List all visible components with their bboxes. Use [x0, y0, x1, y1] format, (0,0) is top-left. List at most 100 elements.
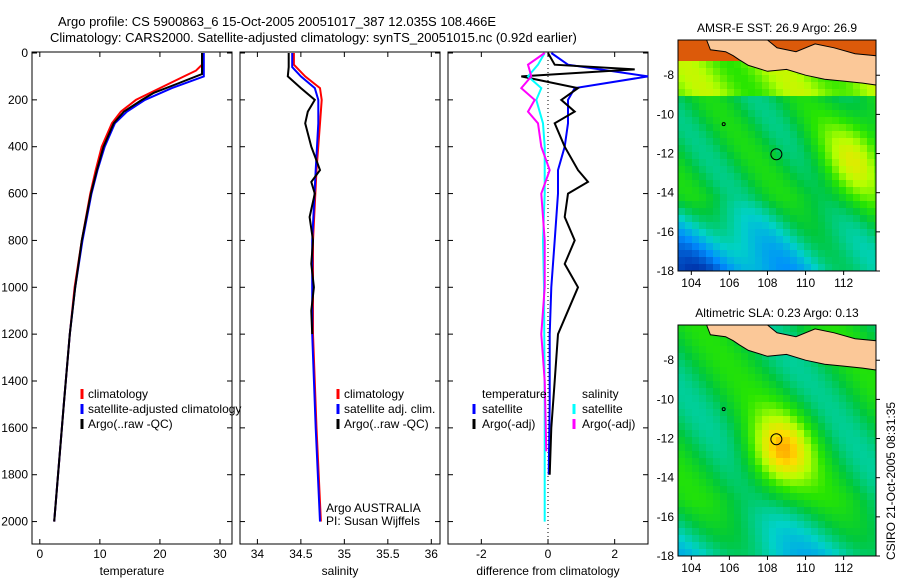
map-cell [678, 215, 685, 222]
map-cell [790, 110, 797, 117]
map-cell [804, 416, 811, 423]
map-cell [755, 381, 762, 388]
map-cell [832, 402, 839, 409]
map-cell [853, 423, 860, 430]
map-cell [832, 250, 839, 257]
map-cell [769, 208, 776, 215]
series-line-satellite-adjusted-climatology [53, 53, 205, 522]
map-cell [713, 187, 720, 194]
map-cell [783, 507, 790, 514]
map-cell [769, 360, 776, 367]
map-cell [860, 250, 867, 257]
map-cell [811, 486, 818, 493]
map-cell [811, 465, 818, 472]
map-cell [853, 507, 860, 514]
map-cell [748, 257, 755, 264]
map-cell [825, 535, 832, 542]
map-cell [846, 493, 853, 500]
map-cell [797, 40, 804, 47]
series-line-temperature-satellite [547, 52, 649, 475]
map-cell [769, 124, 776, 131]
map-cell [769, 514, 776, 521]
map-cell [713, 535, 720, 542]
map-cell [720, 465, 727, 472]
map-cell [874, 180, 876, 187]
map-cell [706, 479, 713, 486]
map-cell [748, 465, 755, 472]
map-cell [720, 166, 727, 173]
map-cell [755, 152, 762, 159]
map-cell [783, 465, 790, 472]
map-cell [741, 465, 748, 472]
map-cell [874, 402, 876, 409]
map-cell [762, 514, 769, 521]
map-cell [741, 117, 748, 124]
map-cell [783, 353, 790, 360]
map-cell [839, 325, 846, 332]
map-cell [874, 187, 876, 194]
map-cell [727, 117, 734, 124]
map-cell [783, 152, 790, 159]
map-cell [860, 166, 867, 173]
map-cell [685, 402, 692, 409]
map-cell [678, 388, 685, 395]
map-cell [713, 89, 720, 96]
x-tick-label: 104 [681, 276, 701, 290]
map-cell [699, 402, 706, 409]
map-cell [685, 507, 692, 514]
map-cell [720, 472, 727, 479]
island-marker [721, 122, 726, 127]
map-cell [783, 110, 790, 117]
map-cell [874, 236, 876, 243]
map-cell [860, 215, 867, 222]
map-cell [692, 395, 699, 402]
map-cell [762, 493, 769, 500]
map-cell [755, 166, 762, 173]
map-cell [783, 180, 790, 187]
map-cell [685, 96, 692, 103]
map-cell [818, 472, 825, 479]
map-cell [727, 507, 734, 514]
map-cell [776, 479, 783, 486]
map-cell [699, 180, 706, 187]
map-cell [762, 395, 769, 402]
map-cell [706, 458, 713, 465]
map-cell [713, 236, 720, 243]
map-cell [685, 138, 692, 145]
map-cell [860, 145, 867, 152]
map-cell [699, 264, 706, 271]
map-cell [839, 250, 846, 257]
map-cell [804, 222, 811, 229]
map-cell [825, 493, 832, 500]
map-cell [727, 479, 734, 486]
map-cell [797, 514, 804, 521]
map-cell [846, 416, 853, 423]
map-cell [713, 458, 720, 465]
map-cell [846, 131, 853, 138]
map-cell [846, 381, 853, 388]
map-cell [699, 374, 706, 381]
map-cell [741, 215, 748, 222]
map-cell [755, 388, 762, 395]
map-cell [748, 507, 755, 514]
map-cell [790, 423, 797, 430]
map-cell [692, 402, 699, 409]
series-line-climatology [53, 53, 203, 522]
map-cell [769, 374, 776, 381]
map-cell [678, 416, 685, 423]
map-cell [839, 138, 846, 145]
map-cell [699, 542, 706, 549]
map-cell [685, 339, 692, 346]
map-cell [867, 416, 874, 423]
map-cell [776, 500, 783, 507]
map-cell [734, 131, 741, 138]
map-cell [678, 47, 685, 54]
map-cell [867, 514, 874, 521]
map-cell [832, 187, 839, 194]
map-cell [692, 346, 699, 353]
map-cell [832, 208, 839, 215]
map-cell [790, 388, 797, 395]
map-cell [860, 152, 867, 159]
map-cell [874, 215, 876, 222]
map-cell [811, 381, 818, 388]
